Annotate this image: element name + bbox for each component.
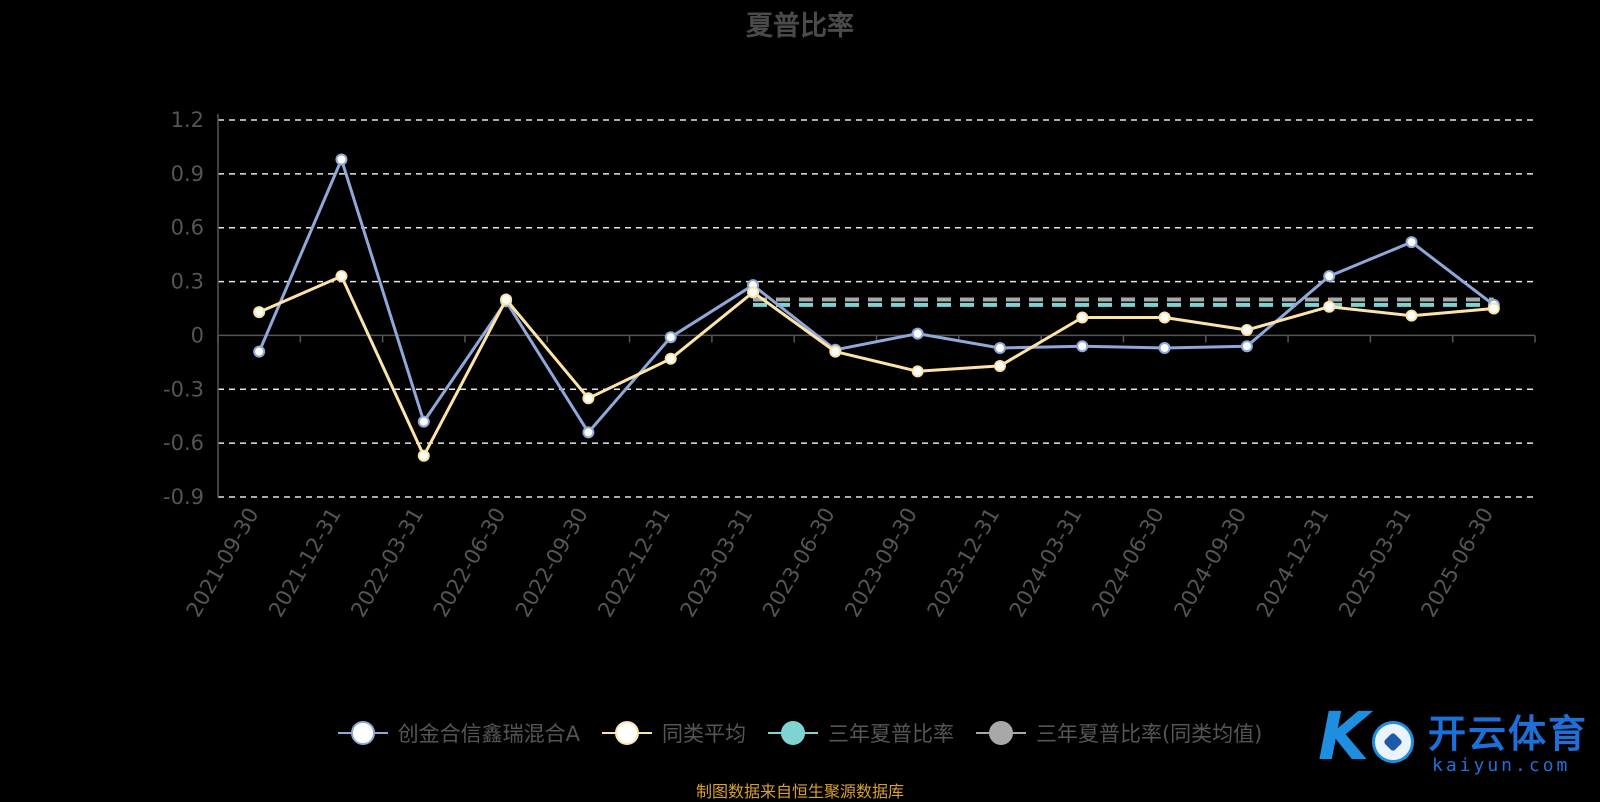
series-point-0 bbox=[911, 327, 924, 340]
x-tick-label: 2022-06-30 bbox=[429, 504, 511, 622]
x-tick-label: 2023-03-31 bbox=[676, 504, 758, 622]
x-tick-label: 2022-09-30 bbox=[511, 504, 593, 622]
soccer-ball-icon bbox=[1372, 721, 1414, 763]
series-point-1 bbox=[664, 352, 677, 365]
legend-label-three-year-sharpe: 三年夏普比率 bbox=[827, 722, 954, 746]
x-tick-label: 2025-03-31 bbox=[1334, 504, 1416, 622]
x-tick-label: 2021-09-30 bbox=[182, 504, 264, 622]
series-point-1 bbox=[1158, 311, 1171, 324]
series-point-1 bbox=[1405, 309, 1418, 322]
legend-label-fund: 创金合信鑫瑞混合A bbox=[397, 722, 580, 746]
y-tick-label: 0 bbox=[191, 323, 204, 347]
series-point-1 bbox=[1076, 311, 1089, 324]
x-tick-label: 2025-06-30 bbox=[1416, 504, 1498, 622]
y-tick-label: -0.3 bbox=[163, 377, 204, 401]
series-point-1 bbox=[747, 286, 760, 299]
chart-legend: 创金合信鑫瑞混合A 同类平均 三年夏普比率 三年夏普比率(同类均值) bbox=[0, 718, 1600, 748]
series-point-1 bbox=[1323, 300, 1336, 313]
legend-item-three-year-sharpe[interactable]: 三年夏普比率 bbox=[767, 718, 954, 748]
kaiyun-logo: K 开云体育 kaiyun.com bbox=[1310, 695, 1600, 790]
series-point-0 bbox=[582, 426, 595, 439]
series-point-0 bbox=[1323, 270, 1336, 283]
legend-label-three-year-sharpe-peer: 三年夏普比率(同类均值) bbox=[1035, 722, 1263, 746]
series-point-1 bbox=[993, 359, 1006, 372]
x-tick-label: 2021-12-31 bbox=[264, 504, 346, 622]
y-tick-label: -0.6 bbox=[163, 431, 204, 455]
y-tick-label: 0.9 bbox=[171, 162, 204, 186]
series-point-1 bbox=[500, 293, 513, 306]
x-tick-label: 2022-03-31 bbox=[346, 504, 428, 622]
legend-item-fund[interactable]: 创金合信鑫瑞混合A bbox=[337, 718, 580, 748]
y-tick-label: -0.9 bbox=[163, 485, 204, 509]
legend-swatch-fund bbox=[337, 720, 388, 746]
logo-name-cn: 开云体育 bbox=[1428, 712, 1589, 756]
x-tick-label: 2024-09-30 bbox=[1169, 504, 1251, 622]
series-point-1 bbox=[829, 345, 842, 358]
logo-k-icon: K bbox=[1318, 698, 1370, 775]
x-tick-label: 2024-03-31 bbox=[1005, 504, 1087, 622]
series-point-1 bbox=[1487, 302, 1500, 315]
x-tick-label: 2024-12-31 bbox=[1252, 504, 1334, 622]
series-line-0 bbox=[257, 158, 1495, 434]
series-point-1 bbox=[911, 365, 924, 378]
chart-title: 夏普比率 bbox=[746, 11, 854, 42]
y-tick-label: 1.2 bbox=[171, 108, 204, 132]
series-point-1 bbox=[1240, 324, 1253, 337]
legend-swatch-three-year-sharpe-peer bbox=[975, 720, 1026, 746]
legend-swatch-peer-average bbox=[601, 720, 652, 746]
series-point-1 bbox=[582, 392, 595, 405]
x-tick-label: 2023-09-30 bbox=[840, 504, 922, 622]
series-point-0 bbox=[335, 153, 348, 166]
logo-name-en: kaiyun.com bbox=[1432, 755, 1571, 776]
series-point-0 bbox=[664, 331, 677, 344]
legend-item-peer-average[interactable]: 同类平均 bbox=[601, 718, 746, 748]
x-tick-label: 2024-06-30 bbox=[1087, 504, 1169, 622]
legend-swatch-three-year-sharpe bbox=[767, 720, 818, 746]
legend-item-three-year-sharpe-peer[interactable]: 三年夏普比率(同类均值) bbox=[975, 718, 1263, 748]
series-point-1 bbox=[253, 306, 266, 319]
series-point-0 bbox=[993, 341, 1006, 354]
series-line-1 bbox=[258, 274, 1494, 458]
x-tick-label: 2022-12-31 bbox=[593, 504, 675, 622]
series-point-0 bbox=[417, 415, 430, 428]
series-point-0 bbox=[1158, 341, 1171, 354]
series-point-1 bbox=[417, 449, 430, 462]
series-point-0 bbox=[1076, 340, 1089, 353]
y-tick-label: 0.3 bbox=[171, 270, 204, 294]
x-tick-label: 2023-06-30 bbox=[758, 504, 840, 622]
series-point-0 bbox=[253, 345, 266, 358]
series-point-0 bbox=[1405, 236, 1418, 249]
legend-label-peer-average: 同类平均 bbox=[661, 722, 746, 746]
x-tick-label: 2023-12-31 bbox=[922, 504, 1004, 622]
y-tick-label: 0.6 bbox=[171, 216, 204, 240]
series-point-1 bbox=[335, 270, 348, 283]
series-point-0 bbox=[1240, 340, 1253, 353]
data-source-note: 制图数据来自恒生聚源数据库 bbox=[695, 782, 904, 801]
